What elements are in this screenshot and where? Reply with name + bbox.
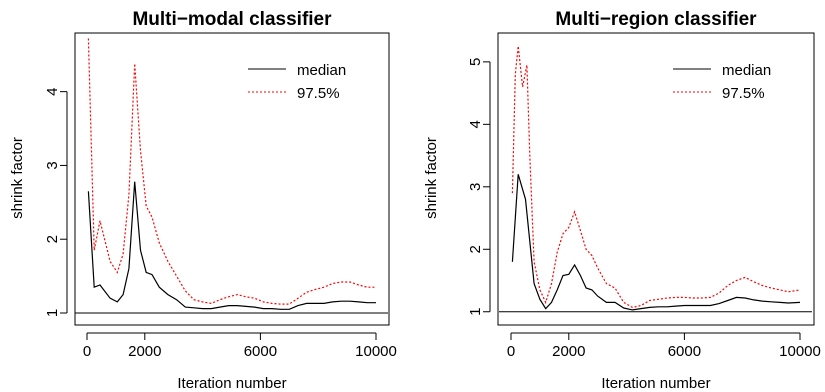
legend-label-97-5: 97.5%: [297, 85, 340, 102]
x-tick-label: 0: [507, 343, 515, 360]
x-tick-label: 6000: [244, 343, 277, 360]
y-tick-label: 1: [44, 309, 61, 317]
x-tick-label: 0: [83, 343, 91, 360]
legend: median 97.5%: [673, 62, 771, 102]
legend-label-median: median: [297, 62, 346, 79]
plot-frame: [74, 32, 390, 326]
x-tick-label: 10000: [779, 343, 821, 360]
legend: median 97.5%: [248, 62, 346, 102]
y-tick-label: 1: [467, 308, 484, 316]
chart-title: Multi−region classifier: [555, 9, 757, 30]
y-tick-label: 2: [467, 245, 484, 253]
x-tick-label: 2000: [128, 343, 161, 360]
x-axis-label: Iteration number: [601, 375, 710, 392]
x-tick-label: 6000: [668, 343, 701, 360]
x-axis-label: Iteration number: [177, 375, 286, 392]
y-tick-label: 2: [44, 235, 61, 243]
x-tick-label: 10000: [355, 343, 397, 360]
series-line-97-5: [87, 38, 376, 305]
chart-title: Multi−modal classifier: [132, 9, 332, 30]
plot-frame: [497, 32, 815, 326]
y-tick-label: 4: [467, 120, 484, 128]
series-line-median: [87, 181, 376, 310]
y-tick-label: 5: [467, 58, 484, 66]
legend-label-median: median: [722, 62, 771, 79]
y-axis-label: shrink factor: [9, 137, 26, 219]
y-tick-label: 3: [44, 161, 61, 169]
x-axis: 0 2000 6000 10000: [83, 332, 397, 360]
x-axis: 0 2000 6000 10000: [507, 332, 821, 360]
plot-marks: [75, 38, 388, 314]
series-line-median: [511, 174, 801, 311]
y-tick-label: 4: [44, 87, 61, 95]
y-axis: 1 2 3 4 5: [467, 58, 491, 316]
chart-panel-multi-modal: Multi−modal classifier Iteration number …: [9, 9, 397, 392]
legend-label-97-5: 97.5%: [722, 85, 765, 102]
x-tick-label: 2000: [552, 343, 585, 360]
plot-marks: [499, 46, 812, 313]
y-tick-label: 3: [467, 183, 484, 191]
y-axis: 1 2 3 4: [44, 87, 68, 317]
y-axis-label: shrink factor: [423, 137, 440, 219]
chart-panel-multi-region: Multi−region classifier Iteration number…: [423, 9, 821, 392]
